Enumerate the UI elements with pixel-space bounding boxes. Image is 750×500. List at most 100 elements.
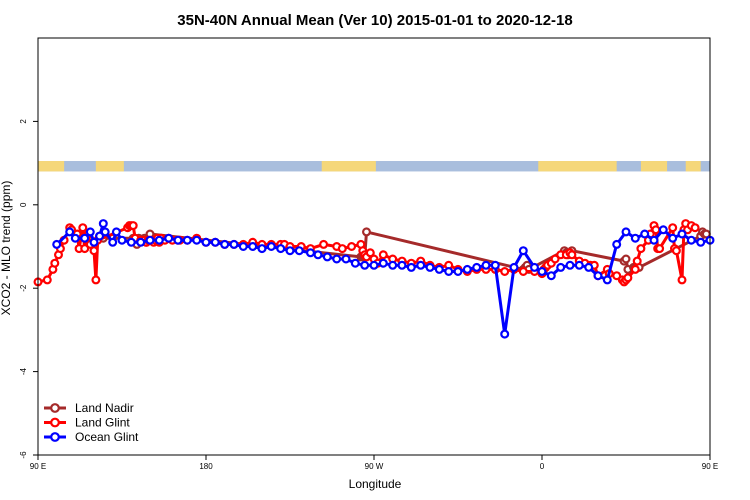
series-point [365, 248, 375, 258]
x-tick-label: 90 E [30, 462, 46, 471]
y-axis-ticks: -6 -4 -2 0 2 [19, 119, 38, 459]
series-point [690, 223, 700, 233]
series-point [220, 239, 230, 249]
series-point [182, 235, 192, 245]
y-tick-label: 0 [19, 202, 28, 207]
x-tick-label: 90 W [365, 462, 384, 471]
land-ocean-mask [38, 161, 710, 172]
series-point [481, 260, 491, 270]
series-point [668, 233, 678, 243]
series-point [341, 254, 351, 264]
series-point [128, 221, 138, 231]
land-segment-3 [538, 161, 617, 172]
series-point [584, 262, 594, 272]
series-point [378, 258, 388, 268]
y-axis-label: XCO2 - MLO trend (ppm) [0, 181, 13, 316]
series-point [313, 250, 323, 260]
series-point [80, 244, 90, 254]
series-point [696, 237, 706, 247]
y-tick-label: -2 [19, 284, 28, 292]
series-point [229, 239, 239, 249]
legend-label: Land Nadir [75, 401, 134, 415]
series-point [306, 248, 316, 258]
series-point [565, 260, 575, 270]
series-point [257, 244, 267, 254]
legend-item: Ocean Glint [44, 430, 139, 444]
series-point [362, 227, 372, 237]
series-point [65, 227, 75, 237]
series-point [636, 244, 646, 254]
series-point [406, 262, 416, 272]
series-point [95, 231, 105, 241]
series-point [322, 252, 332, 262]
series-point [378, 250, 388, 260]
series-point [50, 258, 60, 268]
series-point [52, 239, 62, 249]
series-point [621, 227, 631, 237]
series-point [100, 227, 110, 237]
series-point [285, 246, 295, 256]
series-point [416, 260, 426, 270]
series-point [453, 267, 463, 277]
series-point [425, 262, 435, 272]
series-point [369, 260, 379, 270]
series-point [319, 239, 329, 249]
series-point [89, 237, 99, 247]
legend-label: Land Glint [75, 416, 130, 430]
y-tick-label: 2 [19, 119, 28, 124]
series-point [593, 271, 603, 281]
series-2 [52, 219, 715, 339]
legend-label: Ocean Glint [75, 430, 139, 444]
land-segment-0 [38, 161, 65, 172]
series-point [210, 237, 220, 247]
series-point [108, 237, 118, 247]
series-point [658, 225, 668, 235]
series-point [518, 267, 528, 277]
series-point [668, 223, 678, 233]
series-point [462, 264, 472, 274]
x-tick-label: 90 E [702, 462, 718, 471]
series-point [154, 235, 164, 245]
series-point [509, 262, 519, 272]
series-point [529, 262, 539, 272]
series-point [677, 275, 687, 285]
series-point [621, 254, 631, 264]
series-point [276, 244, 286, 254]
series-point [164, 233, 174, 243]
series-point [640, 229, 650, 239]
series-point [602, 275, 612, 285]
series-point [117, 235, 127, 245]
series-point [556, 262, 566, 272]
series-point [111, 227, 121, 237]
series-point [350, 258, 360, 268]
series-point [70, 233, 80, 243]
land-segment-2 [321, 161, 376, 172]
series-point [630, 233, 640, 243]
series-point [347, 242, 357, 252]
series-point [649, 235, 659, 245]
series-point [537, 267, 547, 277]
series-point [612, 271, 622, 281]
land-segment-5 [685, 161, 701, 172]
series-point [632, 256, 642, 266]
series-point [472, 262, 482, 272]
series-point [623, 273, 633, 283]
legend-swatch-marker [50, 403, 60, 413]
series-point [490, 260, 500, 270]
series-point [98, 219, 108, 229]
x-axis-label: Longitude [349, 477, 402, 491]
series-point [518, 246, 528, 256]
series-point [671, 246, 681, 256]
series-point [651, 225, 661, 235]
land-segment-1 [95, 161, 124, 172]
series-point [686, 235, 696, 245]
series-point [266, 242, 276, 252]
legend-swatch-marker [50, 417, 60, 428]
series-point [655, 244, 665, 254]
series-point [500, 329, 510, 339]
y-tick-label: -6 [19, 451, 28, 459]
series-point [85, 227, 95, 237]
